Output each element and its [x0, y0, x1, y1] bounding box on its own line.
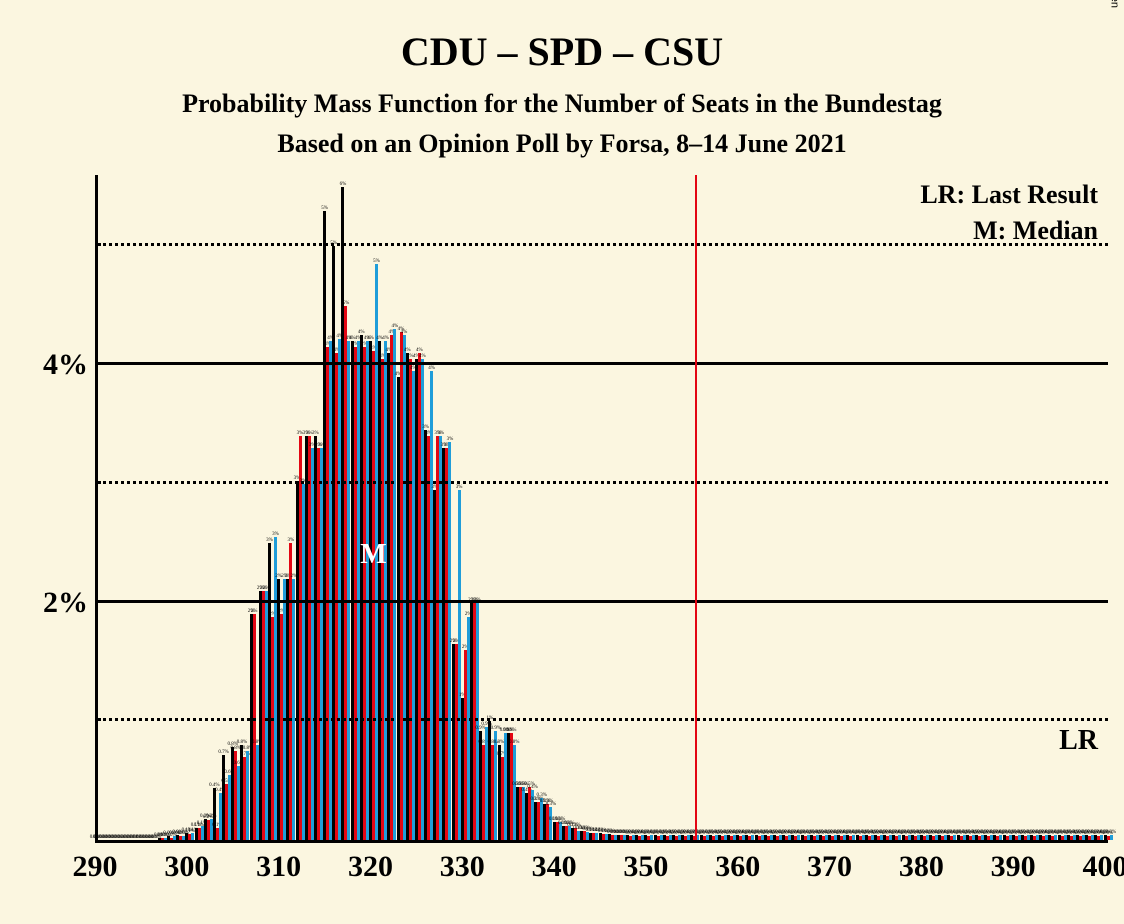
bar-value-label: 0.8% — [237, 740, 247, 745]
bar-value-label: 3% — [447, 437, 454, 442]
gridline-major — [98, 600, 1108, 603]
bar-value-label: 6% — [340, 182, 347, 187]
x-axis-label: 340 — [532, 850, 577, 884]
bar-value-label: 0.8% — [231, 746, 241, 751]
chart-container: LR: Last Result M: Median 0.0%0.0%0.0%0.… — [0, 175, 1124, 905]
median-marker: M — [360, 539, 386, 571]
bar-value-label: 0.0% — [1106, 830, 1116, 835]
x-axis-label: 400 — [1083, 850, 1124, 884]
bar-value-label: 0.9% — [506, 728, 516, 733]
gridline-minor — [98, 481, 1108, 484]
x-axis-label: 370 — [807, 850, 852, 884]
bar-value-label: 4% — [419, 354, 426, 359]
x-axis-label: 380 — [899, 850, 944, 884]
chart-title: CDU – SPD – CSU — [0, 28, 1124, 75]
x-axis-label: 390 — [991, 850, 1036, 884]
gridline-minor — [98, 243, 1108, 246]
bar-value-label: 4% — [401, 330, 408, 335]
bar-value-label: 0.3% — [537, 793, 547, 798]
last-result-marker: LR — [1059, 725, 1098, 757]
bar-value-label: 3% — [456, 485, 463, 490]
bar-value-label: 3% — [287, 538, 294, 543]
bar-value-label: 0.3% — [546, 802, 556, 807]
bar-blue: 0.0% — [1110, 835, 1113, 840]
bar-value-label: 5% — [343, 301, 350, 306]
x-axis-label: 360 — [715, 850, 760, 884]
bar-value-label: 3% — [266, 538, 273, 543]
bar-value-label: 5% — [321, 206, 328, 211]
bar-value-label: 5% — [373, 259, 380, 264]
bar-value-label: 4% — [358, 330, 365, 335]
bar-value-label: 3% — [272, 532, 279, 537]
last-result-line — [695, 175, 697, 840]
bar-value-label: 0.8% — [509, 740, 519, 745]
bar-value-label: 0.4% — [527, 785, 537, 790]
y-axis-label: 2% — [43, 586, 88, 620]
x-axis-label: 330 — [440, 850, 485, 884]
bar-value-label: 3% — [312, 431, 319, 436]
x-axis-label: 310 — [256, 850, 301, 884]
bar-value-label: 4% — [382, 336, 389, 341]
bar-value-label: 3% — [422, 425, 429, 430]
bar-value-label: 3% — [437, 431, 444, 436]
copyright-text: © 2021 Filip van Laenen — [1108, 0, 1120, 8]
bar-value-label: 4% — [404, 348, 411, 353]
x-axis-label: 300 — [164, 850, 209, 884]
gridline-major — [98, 362, 1108, 365]
chart-subtitle: Probability Mass Function for the Number… — [0, 89, 1124, 119]
chart-subtitle2: Based on an Opinion Poll by Forsa, 8–14 … — [0, 129, 1124, 159]
bar-value-label: 4% — [367, 336, 374, 341]
bar-value-label: 2% — [251, 609, 258, 614]
y-axis-label: 4% — [43, 348, 88, 382]
x-axis-label: 350 — [623, 850, 668, 884]
x-axis-label: 290 — [73, 850, 118, 884]
x-axis-label: 320 — [348, 850, 393, 884]
gridline-minor — [98, 718, 1108, 721]
bar-value-label: 4% — [416, 348, 423, 353]
bars-layer: 0.0%0.0%0.0%0.0%0.0%0.0%0.0%0.0%0.0%0.0%… — [98, 175, 1108, 840]
plot-area: LR: Last Result M: Median 0.0%0.0%0.0%0.… — [95, 175, 1108, 843]
bar-value-label: 0.7% — [218, 750, 228, 755]
bar-value-label: 4% — [428, 366, 435, 371]
